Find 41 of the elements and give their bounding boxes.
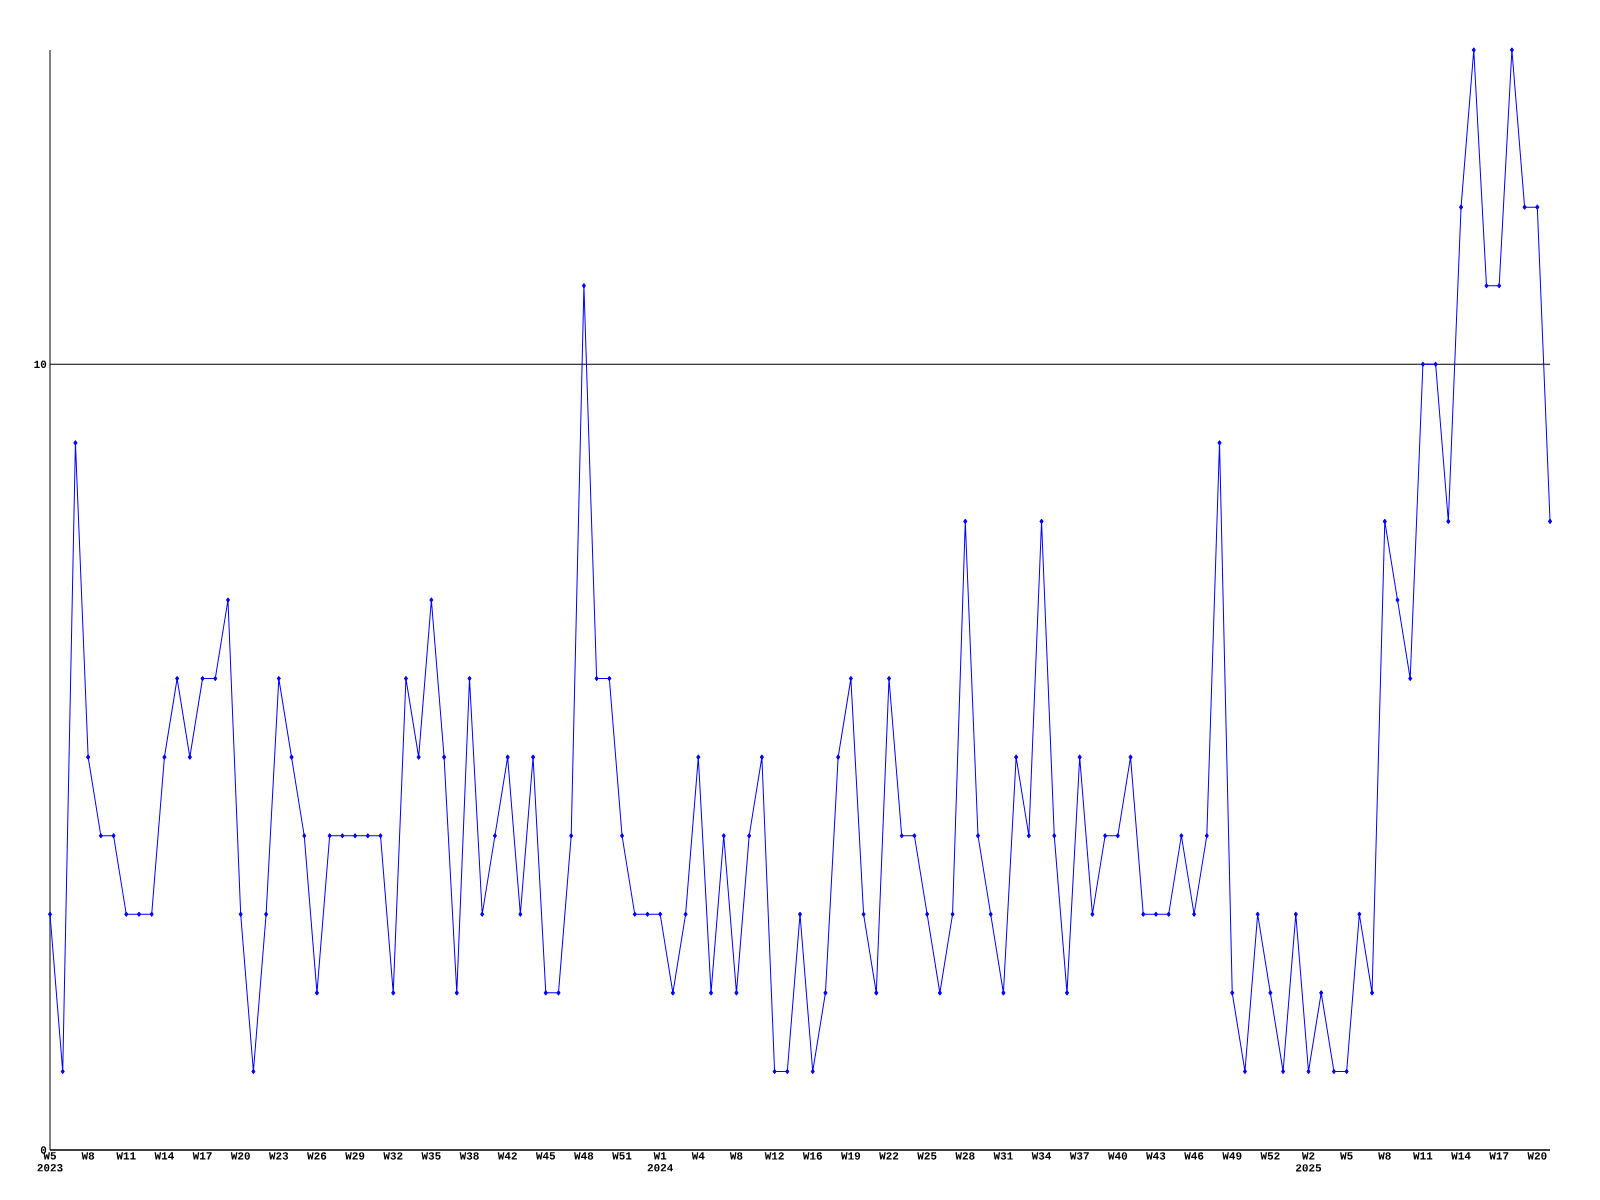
x-tick-label: W23 — [268, 1152, 289, 1160]
x-tick-label: W1 2024 — [647, 1152, 674, 1172]
x-tick-label: W45 — [535, 1152, 556, 1160]
x-tick-label: W12 — [764, 1152, 784, 1160]
x-tick-label: W32 — [383, 1152, 403, 1160]
x-tick-label: W51 — [612, 1152, 632, 1160]
x-tick-label: W43 — [1146, 1152, 1166, 1160]
x-tick-label: W5 — [1340, 1152, 1353, 1160]
y-tick-label: 10 — [34, 360, 47, 368]
x-tick-label: W8 — [729, 1152, 743, 1160]
x-tick-label: W22 — [879, 1152, 899, 1160]
x-tick-label: W17 — [1489, 1152, 1509, 1160]
x-tick-label: W14 — [154, 1152, 174, 1160]
x-tick-label: W42 — [497, 1152, 517, 1160]
x-tick-label: W14 — [1451, 1152, 1471, 1160]
x-tick-label: W40 — [1107, 1152, 1128, 1160]
x-tick-label: W26 — [307, 1152, 327, 1160]
x-tick-label: W20 — [1527, 1152, 1547, 1160]
x-tick-label: W25 — [917, 1152, 937, 1160]
x-tick-label: W34 — [1031, 1152, 1052, 1160]
x-tick-label: W49 — [1222, 1152, 1242, 1160]
x-tick-label: W46 — [1184, 1152, 1204, 1160]
x-tick-label: W4 — [691, 1152, 705, 1160]
y-tick-label: 0 — [40, 1146, 47, 1154]
x-tick-label: W28 — [955, 1152, 975, 1160]
x-tick-label: W11 — [116, 1152, 136, 1160]
x-tick-label: W31 — [993, 1152, 1013, 1160]
x-tick-label: W11 — [1413, 1152, 1433, 1160]
x-tick-label: W19 — [841, 1152, 861, 1160]
x-tick-label: W38 — [459, 1152, 479, 1160]
x-tick-label: W52 — [1260, 1152, 1280, 1160]
x-tick-label: W48 — [574, 1152, 594, 1160]
x-tick-label: W2 2025 — [1296, 1152, 1322, 1172]
x-tick-label: W17 — [192, 1152, 212, 1160]
x-tick-label: W35 — [421, 1152, 441, 1160]
x-tick-label: W37 — [1069, 1152, 1089, 1160]
x-tick-label: W8 — [1378, 1152, 1391, 1160]
x-tick-label: W20 — [230, 1152, 250, 1160]
x-tick-label: W16 — [802, 1152, 822, 1160]
x-tick-label: W8 — [81, 1152, 95, 1160]
x-tick-label: W29 — [345, 1152, 365, 1160]
